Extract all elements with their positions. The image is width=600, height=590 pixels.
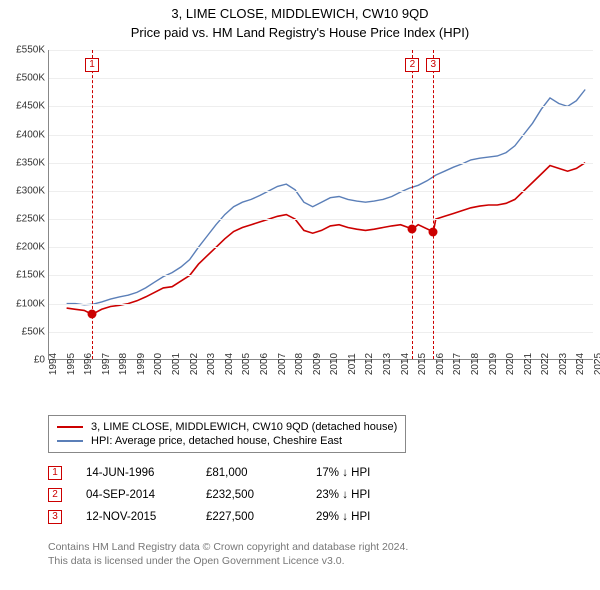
gridline (49, 163, 593, 164)
x-axis-label: 2011 (347, 353, 358, 375)
x-axis-label: 2022 (540, 353, 551, 375)
x-axis-label: 2020 (505, 353, 516, 375)
plot-area: 1 23 (48, 50, 593, 360)
y-axis-label: £100K (16, 298, 45, 309)
attribution-line: This data is licensed under the Open Gov… (48, 554, 408, 568)
transaction-marker: 1 (48, 466, 62, 480)
x-axis-label: 2009 (312, 353, 323, 375)
marker-badge: 3 (426, 58, 440, 72)
marker-dot (429, 227, 438, 236)
gridline (49, 106, 593, 107)
page-subtitle: Price paid vs. HM Land Registry's House … (0, 21, 600, 46)
transactions-table: 1 14-JUN-1996£81,00017% ↓ HPI 2 04-SEP-2014… (48, 462, 416, 528)
x-axis-label: 2014 (400, 353, 411, 375)
x-axis-label: 2006 (259, 353, 270, 375)
gridline (49, 247, 593, 248)
x-axis-label: 2013 (382, 353, 393, 375)
x-axis-label: 2024 (575, 353, 586, 375)
series-property (67, 163, 586, 315)
x-axis-label: 1995 (66, 353, 77, 375)
series-hpi (67, 90, 586, 305)
legend-item: HPI: Average price, detached house, Ches… (57, 434, 397, 448)
gridline (49, 332, 593, 333)
x-axis-label: 2007 (277, 353, 288, 375)
marker-dot (408, 224, 417, 233)
x-axis-label: 1998 (118, 353, 129, 375)
x-axis-label: 2000 (153, 353, 164, 375)
legend-swatch (57, 426, 83, 428)
y-axis-label: £300K (16, 185, 45, 196)
x-axis-label: 2018 (470, 353, 481, 375)
chart-series-svg (49, 50, 594, 360)
x-axis-label: 1996 (83, 353, 94, 375)
transaction-delta: 17% ↓ HPI (316, 467, 416, 479)
x-axis-label: 2005 (241, 353, 252, 375)
x-axis-label: 2008 (294, 353, 305, 375)
y-axis-label: £50K (22, 326, 45, 337)
x-axis-label: 1997 (101, 353, 112, 375)
legend-item: 3, LIME CLOSE, MIDDLEWICH, CW10 9QD (det… (57, 420, 397, 434)
transaction-row: 3 12-NOV-2015£227,50029% ↓ HPI (48, 506, 416, 528)
transaction-date: 12-NOV-2015 (86, 511, 206, 523)
transaction-row: 2 04-SEP-2014£232,50023% ↓ HPI (48, 484, 416, 506)
x-axis-label: 2001 (171, 353, 182, 375)
page-title: 3, LIME CLOSE, MIDDLEWICH, CW10 9QD (0, 0, 600, 21)
marker-vline (412, 50, 413, 359)
x-axis-label: 2003 (206, 353, 217, 375)
y-axis-label: £250K (16, 214, 45, 225)
attribution-line: Contains HM Land Registry data © Crown c… (48, 540, 408, 554)
x-axis-label: 2023 (558, 353, 569, 375)
legend-label: 3, LIME CLOSE, MIDDLEWICH, CW10 9QD (det… (91, 421, 397, 433)
x-axis-label: 2021 (523, 353, 534, 375)
x-axis-label: 2002 (189, 353, 200, 375)
gridline (49, 50, 593, 51)
gridline (49, 275, 593, 276)
y-axis-label: £400K (16, 129, 45, 140)
legend-swatch (57, 440, 83, 442)
marker-dot (88, 310, 97, 319)
legend: 3, LIME CLOSE, MIDDLEWICH, CW10 9QD (det… (48, 415, 406, 453)
gridline (49, 219, 593, 220)
legend-label: HPI: Average price, detached house, Ches… (91, 435, 342, 447)
chart: 1 23 £0 £50K £100K £150K £200K £250K £300K £350K… (0, 50, 600, 400)
y-axis-label: £350K (16, 157, 45, 168)
y-axis-label: £200K (16, 242, 45, 253)
y-axis-label: £0 (34, 355, 45, 366)
x-axis-label: 2017 (452, 353, 463, 375)
x-axis-label: 2025 (593, 353, 600, 375)
x-axis-label: 2019 (488, 353, 499, 375)
gridline (49, 191, 593, 192)
marker-vline (433, 50, 434, 359)
attribution: Contains HM Land Registry data © Crown c… (48, 540, 408, 568)
transaction-price: £81,000 (206, 467, 316, 479)
transaction-date: 04-SEP-2014 (86, 489, 206, 501)
transaction-marker: 2 (48, 488, 62, 502)
x-axis-label: 2010 (329, 353, 340, 375)
y-axis-label: £500K (16, 73, 45, 84)
transaction-delta: 29% ↓ HPI (316, 511, 416, 523)
x-axis-label: 2004 (224, 353, 235, 375)
x-axis-label: 1999 (136, 353, 147, 375)
transaction-price: £232,500 (206, 489, 316, 501)
transaction-price: £227,500 (206, 511, 316, 523)
y-axis-label: £550K (16, 45, 45, 56)
transaction-date: 14-JUN-1996 (86, 467, 206, 479)
marker-badge: 2 (405, 58, 419, 72)
gridline (49, 78, 593, 79)
transaction-marker: 3 (48, 510, 62, 524)
gridline (49, 304, 593, 305)
x-axis-label: 2012 (364, 353, 375, 375)
x-axis-label: 2015 (417, 353, 428, 375)
y-axis-label: £450K (16, 101, 45, 112)
transaction-delta: 23% ↓ HPI (316, 489, 416, 501)
marker-badge: 1 (85, 58, 99, 72)
x-axis-label: 1994 (48, 353, 59, 375)
gridline (49, 135, 593, 136)
transaction-row: 1 14-JUN-1996£81,00017% ↓ HPI (48, 462, 416, 484)
y-axis-label: £150K (16, 270, 45, 281)
x-axis-label: 2016 (435, 353, 446, 375)
